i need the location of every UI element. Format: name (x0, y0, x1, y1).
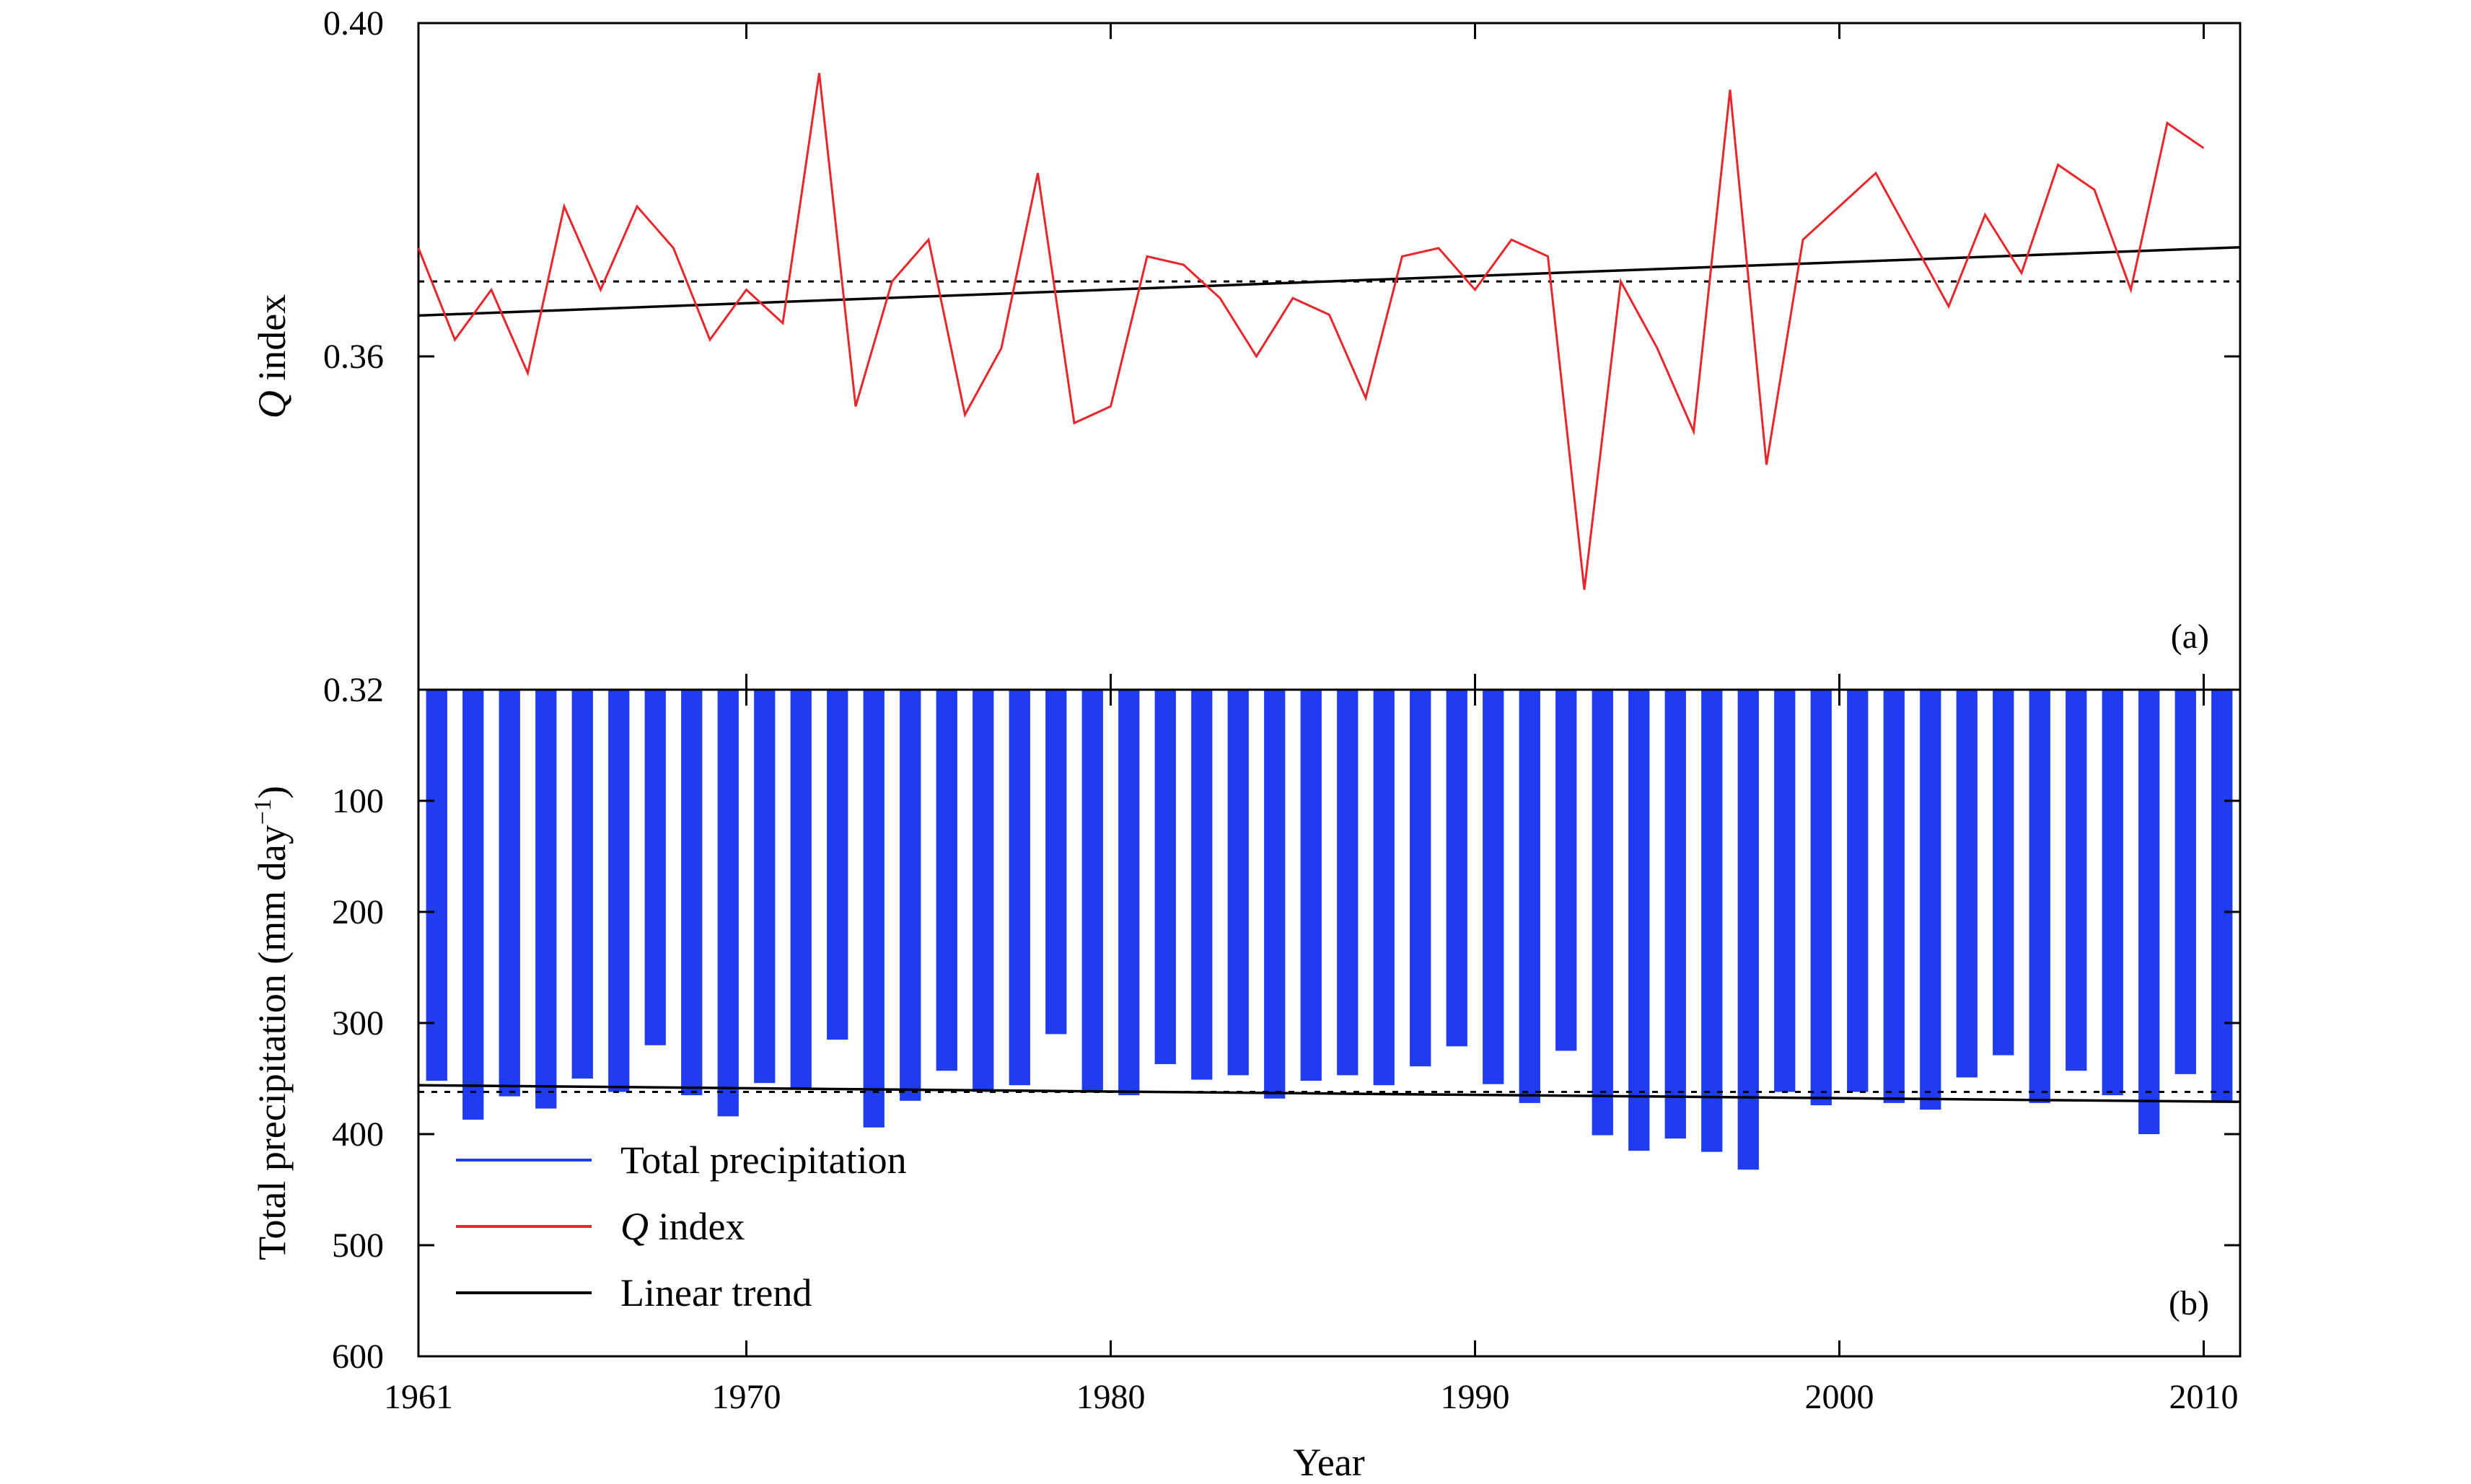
precip-bar-1976 (973, 690, 994, 1092)
precip-bar-2010 (2211, 690, 2233, 1102)
precip-bar-1972 (827, 690, 848, 1040)
precip-bar-2008 (2138, 690, 2160, 1134)
xtick-label-1980: 1980 (1076, 1378, 1146, 1416)
precip-bar-2009 (2174, 690, 2196, 1074)
precip-bar-1986 (1337, 690, 1359, 1076)
panel-a-y-axis-title-rest: index (250, 294, 294, 390)
panel-b-linear-trend-line (418, 1084, 2241, 1104)
precip-bar-1974 (900, 690, 921, 1101)
precip-bar-1998 (1774, 690, 1796, 1092)
precip-bar-1977 (1009, 690, 1030, 1086)
precip-bar-1964 (535, 690, 557, 1109)
precip-bar-1966 (608, 690, 630, 1092)
precip-bar-1963 (499, 690, 520, 1097)
xtick-label-1970: 1970 (712, 1378, 781, 1416)
legend-label-linear-trend: Linear trend (620, 1271, 812, 1314)
legend-label-q-index-rest: index (649, 1205, 745, 1248)
panel-b-ytick-label-3: 400 (332, 1115, 384, 1154)
panel-b-x-ticks: 1961 1970 1980 1990 2000 2010 (384, 23, 2239, 1416)
precip-bar-1970 (754, 690, 776, 1084)
panel-b-y-axis-title: Total precipitation (mm day−1) (250, 786, 294, 1260)
panel-b-ytick-label-1: 200 (332, 893, 384, 931)
precip-bar-1993 (1592, 690, 1613, 1136)
panel-a-q-index: 0.32 0.36 0.40 (a) Q index (250, 4, 2242, 709)
panel-a-y-axis-title-italic: Q (250, 390, 294, 418)
precip-bar-1969 (717, 690, 739, 1117)
legend-label-total-precipitation: Total precipitation (620, 1138, 907, 1182)
precip-bar-1967 (644, 690, 666, 1045)
panel-a-y-ticks: 0.32 0.36 0.40 (323, 4, 2240, 709)
precip-bar-1984 (1264, 690, 1286, 1099)
panel-b-ytick-label-0: 100 (332, 782, 384, 820)
precip-bar-1992 (1555, 690, 1577, 1051)
legend: Total precipitation Q index Linear trend (456, 1138, 907, 1314)
panel-b-y-axis-title-main: Total precipitation (mm day (250, 825, 294, 1260)
xtick-label-2000: 2000 (1805, 1378, 1874, 1416)
panel-b-lines (418, 1084, 2241, 1104)
precip-bar-1983 (1227, 690, 1249, 1076)
precip-bar-1981 (1154, 690, 1176, 1064)
panel-a-ytick-label-2: 0.40 (323, 4, 384, 43)
precip-bar-2001 (1883, 690, 1905, 1103)
panel-a-q-index-line (417, 73, 2205, 590)
precip-bar-1982 (1191, 690, 1213, 1080)
precip-bar-1978 (1045, 690, 1067, 1035)
precip-bar-2004 (1993, 690, 2014, 1055)
precip-bar-1979 (1081, 690, 1103, 1091)
precip-bar-1971 (790, 690, 812, 1090)
legend-label-q-index-italic: Q (620, 1205, 649, 1248)
xtick-label-1961: 1961 (384, 1378, 453, 1416)
precip-bar-2002 (1920, 690, 1941, 1110)
precip-bar-2007 (2102, 690, 2123, 1096)
precip-bar-2005 (2029, 690, 2050, 1103)
panel-b-precipitation: 100 200 300 400 500 600 1961 1970 1980 1990 2000 2… (250, 23, 2242, 1484)
precip-bar-1980 (1118, 690, 1140, 1096)
panel-b-label: (b) (2169, 1284, 2209, 1322)
panel-a-label: (a) (2171, 618, 2209, 656)
precip-bar-1991 (1519, 690, 1540, 1103)
panel-a-frame (417, 22, 2242, 691)
panel-b-ytick-label-2: 300 (332, 1004, 384, 1042)
panel-b-ytick-label-5: 600 (332, 1338, 384, 1376)
precip-bar-1985 (1300, 690, 1322, 1081)
panel-a-linear-trend-line (418, 245, 2241, 317)
precip-bar-1989 (1446, 690, 1467, 1047)
precip-bar-1962 (462, 690, 484, 1120)
panel-a-lines (417, 73, 2241, 590)
panel-b-y-ticks: 100 200 300 400 500 600 (332, 782, 2240, 1376)
precip-bar-1975 (936, 690, 957, 1071)
precip-bar-1968 (681, 690, 703, 1096)
panel-a-y-axis-title: Q index (250, 294, 294, 418)
precip-bar-1987 (1373, 690, 1395, 1086)
x-axis-title: Year (1293, 1441, 1365, 1484)
precip-bar-1973 (863, 690, 885, 1128)
panel-b-ytick-label-4: 500 (332, 1226, 384, 1265)
legend-label-q-index: Q index (620, 1205, 745, 1248)
precip-bar-1965 (571, 690, 593, 1079)
panel-a-ytick-label-1: 0.36 (323, 338, 384, 376)
precip-bar-1961 (426, 690, 447, 1081)
precip-bar-1999 (1810, 690, 1832, 1105)
precip-bar-2006 (2066, 690, 2087, 1071)
precip-bar-1995 (1664, 690, 1686, 1139)
panel-a-ytick-label-0: 0.32 (323, 671, 384, 709)
panel-b-y-axis-title-close: ) (250, 786, 294, 799)
xtick-label-2010: 2010 (2169, 1378, 2239, 1416)
precip-bar-2000 (1847, 690, 1869, 1092)
precip-bar-1996 (1701, 690, 1723, 1152)
precip-bar-1990 (1483, 690, 1504, 1084)
precip-bar-2003 (1956, 690, 1978, 1078)
precip-bar-1994 (1628, 690, 1650, 1151)
precip-bar-1988 (1410, 690, 1431, 1067)
panel-b-bars (426, 690, 2233, 1170)
precip-bar-1997 (1737, 690, 1759, 1170)
xtick-label-1990: 1990 (1441, 1378, 1510, 1416)
panel-b-y-axis-title-sup: −1 (250, 799, 276, 825)
